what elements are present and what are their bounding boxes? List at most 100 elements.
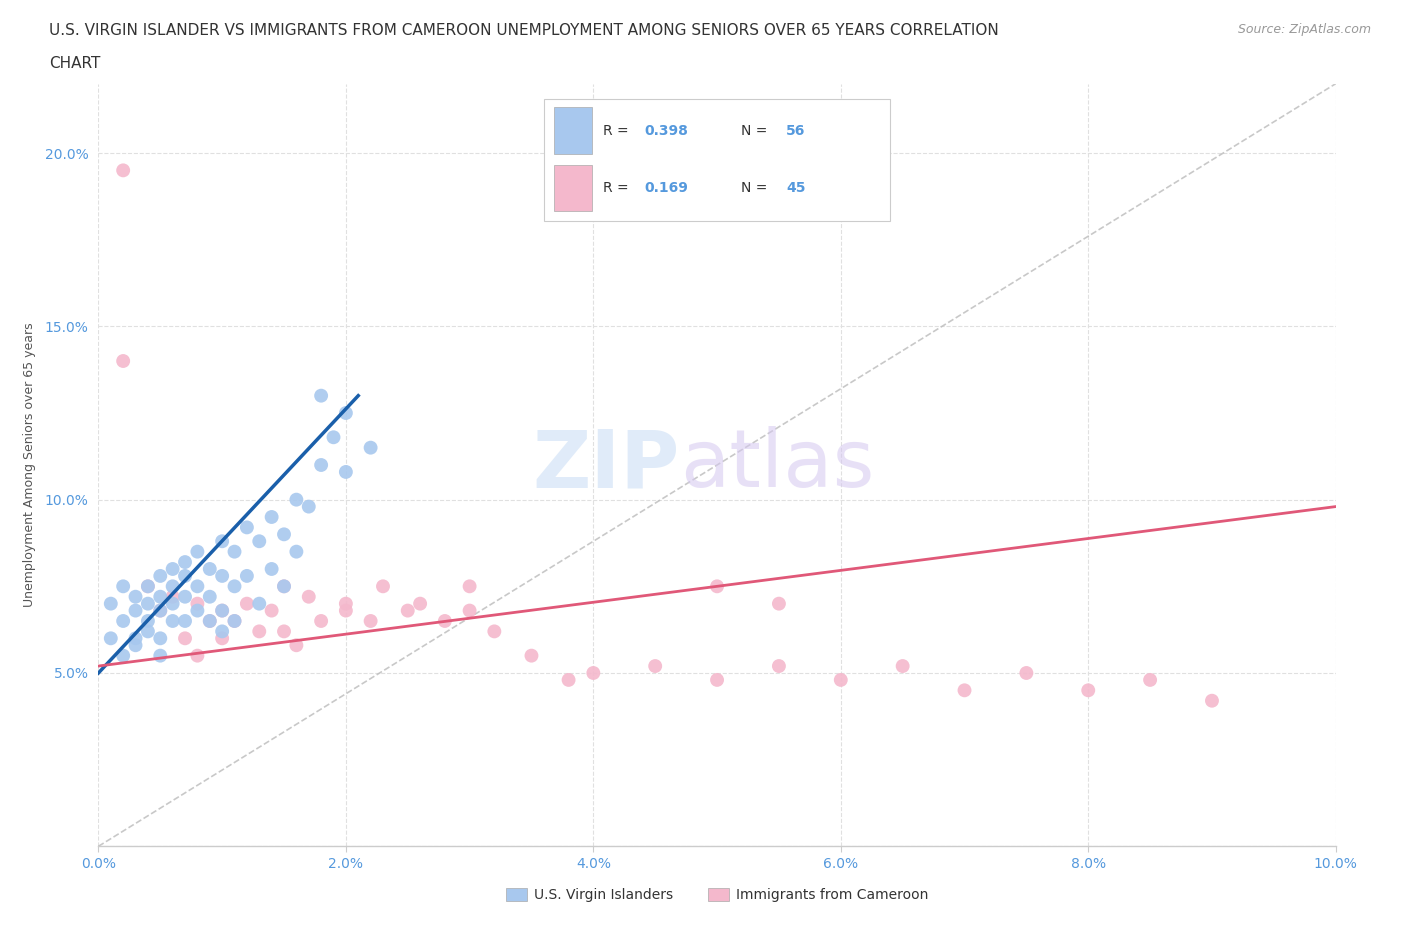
Point xyxy=(186,544,208,559)
Point xyxy=(211,631,233,645)
Point xyxy=(396,604,419,618)
Point xyxy=(149,590,172,604)
Point xyxy=(224,578,246,593)
Point xyxy=(112,578,135,593)
Point xyxy=(100,631,122,645)
Point xyxy=(198,614,221,629)
Point xyxy=(247,624,270,639)
Point xyxy=(198,614,221,629)
Point xyxy=(371,578,394,593)
Point xyxy=(1201,693,1223,708)
Point xyxy=(260,604,283,618)
Point xyxy=(112,163,135,178)
Legend: U.S. Virgin Islanders, Immigrants from Cameroon: U.S. Virgin Islanders, Immigrants from C… xyxy=(501,883,934,908)
Point xyxy=(335,596,357,611)
Point xyxy=(162,562,184,577)
Text: U.S. VIRGIN ISLANDER VS IMMIGRANTS FROM CAMEROON UNEMPLOYMENT AMONG SENIORS OVER: U.S. VIRGIN ISLANDER VS IMMIGRANTS FROM … xyxy=(49,23,998,38)
Point xyxy=(162,578,184,593)
Point xyxy=(557,672,579,687)
Point xyxy=(174,554,197,569)
Point xyxy=(211,624,233,639)
Point xyxy=(149,648,172,663)
Point xyxy=(149,568,172,583)
Point xyxy=(273,578,295,593)
Point xyxy=(335,464,357,479)
Y-axis label: Unemployment Among Seniors over 65 years: Unemployment Among Seniors over 65 years xyxy=(24,323,37,607)
Point xyxy=(273,527,295,542)
Point xyxy=(309,388,332,403)
Point xyxy=(224,614,246,629)
Point xyxy=(112,648,135,663)
Point xyxy=(706,578,728,593)
Point xyxy=(100,596,122,611)
Point xyxy=(112,353,135,368)
Point xyxy=(136,596,159,611)
Point xyxy=(247,534,270,549)
Point xyxy=(309,458,332,472)
Point xyxy=(484,624,506,639)
Point xyxy=(162,614,184,629)
Point xyxy=(198,590,221,604)
Point xyxy=(136,578,159,593)
Point xyxy=(360,614,382,629)
Point xyxy=(260,562,283,577)
Point xyxy=(174,614,197,629)
Point xyxy=(309,614,332,629)
Point xyxy=(458,604,481,618)
Point xyxy=(409,596,432,611)
Point xyxy=(186,596,208,611)
Point xyxy=(224,544,246,559)
Point xyxy=(236,568,259,583)
Point xyxy=(1015,666,1038,681)
Point xyxy=(1077,683,1099,698)
Point xyxy=(136,614,159,629)
Point xyxy=(136,624,159,639)
Point xyxy=(520,648,543,663)
Point xyxy=(149,604,172,618)
Point xyxy=(224,614,246,629)
Point xyxy=(891,658,914,673)
Point xyxy=(211,568,233,583)
Point xyxy=(433,614,456,629)
Text: ZIP: ZIP xyxy=(533,426,681,504)
Point xyxy=(285,492,308,507)
Point xyxy=(360,440,382,455)
Point xyxy=(198,562,221,577)
Point xyxy=(124,631,146,645)
Point xyxy=(124,638,146,653)
Point xyxy=(335,604,357,618)
Point xyxy=(174,631,197,645)
Point xyxy=(830,672,852,687)
Point xyxy=(953,683,976,698)
Point xyxy=(706,672,728,687)
Point xyxy=(162,590,184,604)
Point xyxy=(298,499,321,514)
Point xyxy=(260,510,283,525)
Text: atlas: atlas xyxy=(681,426,875,504)
Point xyxy=(186,648,208,663)
Point xyxy=(211,604,233,618)
Point xyxy=(149,604,172,618)
Point xyxy=(136,578,159,593)
Point xyxy=(174,568,197,583)
Point xyxy=(174,590,197,604)
Text: CHART: CHART xyxy=(49,56,101,71)
Point xyxy=(298,590,321,604)
Point xyxy=(322,430,344,445)
Point xyxy=(162,596,184,611)
Point xyxy=(186,604,208,618)
Point xyxy=(273,624,295,639)
Point xyxy=(768,596,790,611)
Point xyxy=(124,590,146,604)
Point xyxy=(186,578,208,593)
Point xyxy=(211,604,233,618)
Point xyxy=(273,578,295,593)
Point xyxy=(149,631,172,645)
Text: Source: ZipAtlas.com: Source: ZipAtlas.com xyxy=(1237,23,1371,36)
Point xyxy=(582,666,605,681)
Point xyxy=(247,596,270,611)
Point xyxy=(112,614,135,629)
Point xyxy=(236,520,259,535)
Point xyxy=(335,405,357,420)
Point xyxy=(211,534,233,549)
